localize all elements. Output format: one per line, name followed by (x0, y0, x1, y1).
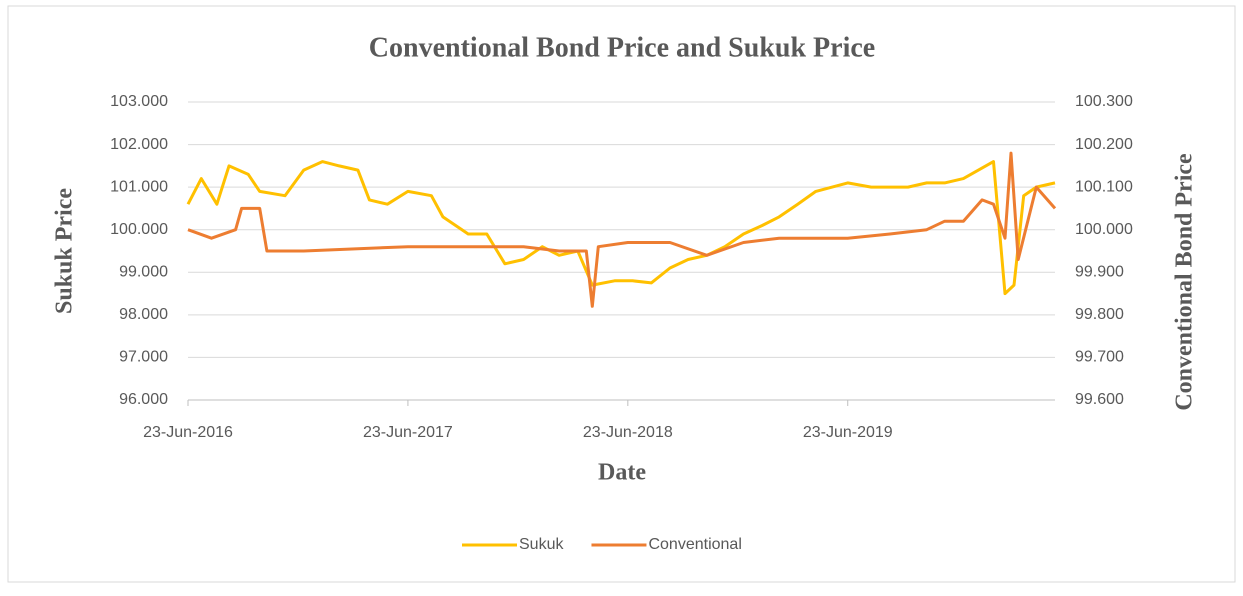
y2-tick-label: 99.600 (1075, 391, 1124, 408)
y-tick-label: 102.000 (110, 136, 168, 153)
series-line (186, 160, 1056, 296)
chart-frame (7, 5, 1236, 583)
legend-label: Sukuk (519, 536, 564, 553)
y-tick-label: 98.000 (119, 306, 168, 323)
y-tick-label: 103.000 (110, 93, 168, 110)
y2-tick-label: 100.200 (1075, 136, 1133, 153)
y2-tick-label: 100.000 (1075, 221, 1133, 238)
y2-tick-label: 99.900 (1075, 264, 1124, 281)
y2-axis-label: Conventional Bond Price (1172, 153, 1198, 411)
x-tick-label: 23-Jun-2017 (363, 424, 453, 441)
y-tick-label: 100.000 (110, 221, 168, 238)
y-tick-label: 101.000 (110, 178, 168, 195)
x-tick-label: 23-Jun-2016 (143, 424, 233, 441)
chart-title: Conventional Bond Price and Sukuk Price (369, 32, 875, 63)
x-tick-label: 23-Jun-2019 (803, 424, 893, 441)
y2-tick-label: 100.100 (1075, 178, 1133, 195)
y2-tick-label: 99.800 (1075, 306, 1124, 323)
y-tick-label: 97.000 (119, 349, 168, 366)
y2-tick-label: 100.300 (1075, 93, 1133, 110)
y-tick-label: 99.000 (119, 264, 168, 281)
series-line (187, 151, 1057, 308)
y-axis-label: Sukuk Price (52, 188, 78, 314)
x-tick-label: 23-Jun-2018 (583, 424, 673, 441)
legend-label: Conventional (648, 536, 741, 553)
x-axis-label: Date (598, 460, 646, 486)
y2-tick-label: 99.700 (1075, 349, 1124, 366)
y-tick-label: 96.000 (119, 391, 168, 408)
